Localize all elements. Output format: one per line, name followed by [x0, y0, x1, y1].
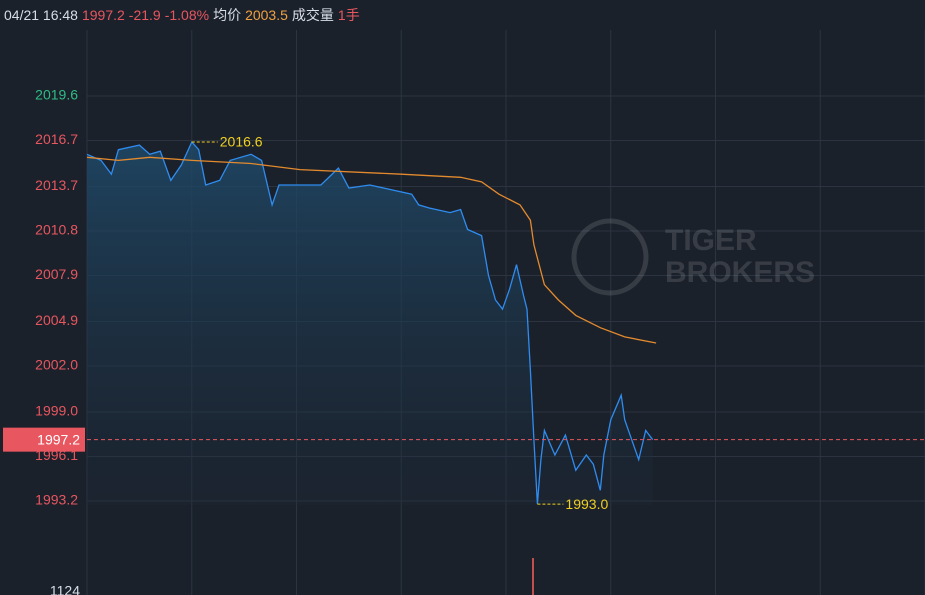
price-line	[86, 140, 654, 505]
annotation-label: 2016.6	[220, 134, 263, 150]
price: 1997.2	[81, 7, 125, 23]
price-area	[87, 142, 653, 505]
y-tick-label: 2010.8	[35, 222, 78, 238]
header: 04/21 16:48 1997.2 -21.9 -1.08% 均价 2003.5 成交量 1…	[4, 5, 364, 25]
datetime: 04/21 16:48	[4, 7, 78, 23]
y-tick-label: 1993.2	[35, 492, 78, 508]
plot: 2016.6 1993.0 1997.2	[3, 134, 925, 512]
last-price-tag	[3, 427, 85, 452]
y-tick-label: 2019.6	[35, 87, 78, 103]
avg-label: 均价	[213, 7, 242, 23]
y-tick-label: 2007.9	[35, 266, 78, 282]
y-tick-label: 2013.7	[35, 177, 78, 193]
watermark-logo	[571, 218, 649, 296]
annotation-label: 1993.0	[565, 496, 608, 512]
average-line	[86, 156, 657, 344]
y-tick-label: 2004.9	[35, 312, 78, 328]
last-price-label: 1997.2	[37, 431, 80, 447]
volume-value: 1手	[337, 7, 360, 23]
y-tick-label: 2002.0	[35, 357, 78, 373]
volume-label: 成交量	[291, 7, 334, 23]
y-tick-label: 1999.0	[35, 403, 78, 419]
watermark-text: TIGER	[665, 224, 757, 257]
avg-value: 2003.5	[245, 7, 288, 23]
y-tick-label: 2016.7	[35, 131, 78, 147]
change: -21.9	[128, 7, 161, 23]
volume-axis-label: 1124	[50, 583, 80, 595]
change-pct: -1.08%	[164, 7, 210, 23]
watermark: TIGER BROKERS	[571, 218, 815, 296]
watermark-text: BROKERS	[665, 256, 815, 289]
